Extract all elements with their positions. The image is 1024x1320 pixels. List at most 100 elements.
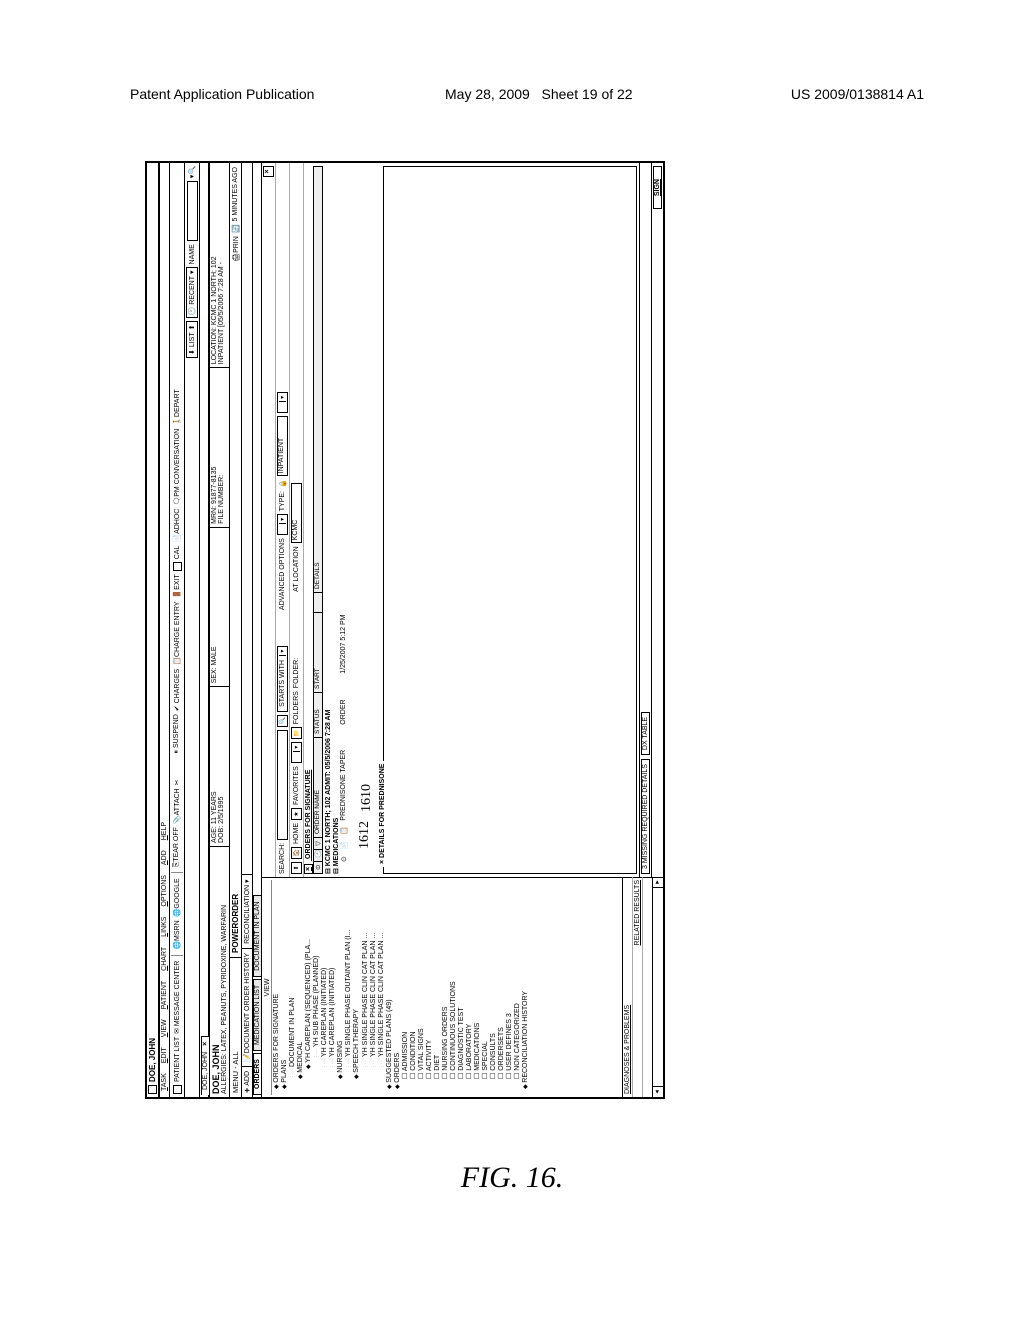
calc-icon[interactable] bbox=[173, 562, 182, 571]
adhoc-btn[interactable]: 📄ADHOC bbox=[173, 509, 181, 543]
depart-btn[interactable]: 🚶DEPART bbox=[173, 389, 181, 425]
attach-btn[interactable]: 📎ATTACH bbox=[173, 788, 181, 824]
adv-dropdown[interactable]: ▾ bbox=[277, 514, 288, 535]
patient-tab[interactable]: DOE, JOHN × bbox=[201, 1036, 209, 1095]
favorites-button[interactable]: ★ bbox=[291, 808, 302, 820]
tree-node[interactable]: ACTIVITY bbox=[426, 880, 434, 1095]
type-value[interactable]: INPATIENT bbox=[277, 416, 288, 476]
list-btn[interactable]: ⬇LIST⬆ bbox=[186, 321, 198, 358]
tab-document-in-plan[interactable]: DOCUMENT IN PLAN bbox=[253, 895, 261, 977]
tree-node[interactable]: NURSING bbox=[337, 880, 345, 1095]
type-extra-dropdown[interactable]: ▾ bbox=[277, 392, 288, 413]
search-input[interactable] bbox=[277, 730, 288, 840]
tree-node[interactable]: RECONCILIATION HISTORY bbox=[522, 880, 530, 1095]
pmconv-btn[interactable]: 🗨PM CONVERSATION bbox=[173, 429, 181, 506]
scissors-icon[interactable]: ✂ bbox=[173, 780, 181, 786]
close-orders-icon[interactable]: × bbox=[304, 864, 313, 874]
patient-list-label[interactable]: PATIENT LIST bbox=[174, 1037, 181, 1082]
tree-node[interactable]: LABORATORY bbox=[466, 880, 474, 1095]
tree-node[interactable]: YH CAREPLAN (INITIATED) bbox=[321, 880, 329, 1095]
tree-node[interactable]: PLANS bbox=[281, 880, 289, 1095]
tree-node[interactable]: YH SINGLE PHASE CLIN CAT PLAN ... bbox=[370, 880, 378, 1095]
tree-node[interactable]: ORDERS bbox=[394, 880, 402, 1095]
tree-node[interactable]: SPEECH THERAPY bbox=[353, 880, 361, 1095]
up-button[interactable]: ⬆ bbox=[291, 862, 302, 874]
folders-button[interactable]: 📁 bbox=[291, 727, 302, 739]
add-button[interactable]: ++ ADDADD bbox=[242, 1066, 252, 1097]
col-details[interactable]: DETAILS bbox=[314, 167, 322, 592]
diagnoses-problems-link[interactable]: DIAGNOSES & PROBLEMS bbox=[624, 1005, 631, 1094]
tree-node[interactable]: MEDICATIONS bbox=[474, 880, 482, 1095]
fav-dropdown[interactable]: ▾ bbox=[291, 742, 302, 763]
msrn-btn[interactable]: 🌐MSRN bbox=[173, 920, 181, 949]
refresh-icon[interactable]: 🔄 bbox=[232, 224, 240, 233]
charge-entry-btn[interactable]: 📋CHARGE ENTRY bbox=[173, 602, 181, 666]
menu-all-label[interactable]: MENU - ALL bbox=[230, 957, 241, 1097]
tree-node[interactable]: DIET bbox=[434, 880, 442, 1095]
dx-table-button[interactable]: DX TABLE bbox=[641, 712, 650, 755]
search-go-icon[interactable]: 🔍 bbox=[277, 715, 288, 727]
doc-order-history-button[interactable]: 📝DOCUMENT ORDER HISTORY bbox=[242, 948, 252, 1066]
tree-node[interactable]: ORDERS FOR SIGNATURE bbox=[273, 880, 281, 1095]
tree-node[interactable]: CONDITION bbox=[410, 880, 418, 1095]
related-results-link[interactable]: RELATED RESULTS bbox=[634, 880, 641, 945]
tree-node[interactable]: MEDICAL bbox=[297, 880, 305, 1095]
menu-patient[interactable]: PATIENT bbox=[161, 981, 168, 1010]
tearoff-btn[interactable]: ⎘TEAR OFF bbox=[173, 827, 181, 867]
tree-node[interactable]: DOCUMENT IN PLAN bbox=[289, 880, 297, 1095]
menu-task[interactable]: TASK bbox=[161, 1073, 168, 1091]
menu-edit[interactable]: EDIT bbox=[161, 1047, 168, 1063]
tree-node[interactable]: YH SINGLE PHASE OUTAINT PLAN (I... bbox=[345, 880, 353, 1095]
exit-btn[interactable]: 🚪EXIT bbox=[173, 574, 181, 598]
tab-medication-list[interactable]: MEDICATION LIST bbox=[253, 979, 261, 1051]
location-value[interactable]: KCMC bbox=[291, 483, 302, 543]
reconciliation-button[interactable]: RECONCILIATION ▾ bbox=[242, 874, 252, 947]
tree-node[interactable]: NON CATEGORIZED bbox=[514, 880, 522, 1095]
scroll-right-icon[interactable]: ▸ bbox=[653, 877, 663, 888]
print-icon[interactable]: 🖨PRIN bbox=[232, 236, 240, 262]
left-scrollbar[interactable]: ◂ ▸ bbox=[652, 877, 663, 1097]
col-icon3[interactable]: ▽ bbox=[314, 837, 322, 849]
name-input[interactable] bbox=[187, 181, 198, 241]
google-btn[interactable]: 🌐GOOGLE bbox=[173, 878, 181, 917]
col-start[interactable]: START bbox=[314, 612, 322, 692]
tree-node[interactable]: NURSING ORDERS bbox=[442, 880, 450, 1095]
name-go-btn[interactable]: ▾🔍 bbox=[188, 166, 196, 178]
menu-chart[interactable]: CHART bbox=[161, 947, 168, 971]
menu-help[interactable]: HELP bbox=[161, 822, 168, 840]
tree-node[interactable]: YH SINGLE PHASE CLIN CAT PLAN ... bbox=[378, 880, 386, 1095]
order-row[interactable]: ⊙📄📋 PREDNISONE TAPER ORDER 1/25/2007 5:1… bbox=[340, 166, 348, 874]
tree-node[interactable]: ADMISSION bbox=[402, 880, 410, 1095]
tab-orders[interactable]: ORDERS bbox=[253, 1053, 261, 1095]
col-status[interactable]: STATUS bbox=[314, 692, 322, 737]
patient-list-icon[interactable] bbox=[173, 1085, 182, 1094]
tree-node[interactable]: CONTINUOUS SOLUTIONS bbox=[450, 880, 458, 1095]
home-button[interactable]: 🏠 bbox=[291, 847, 302, 859]
close-tab-icon[interactable]: × bbox=[202, 1042, 209, 1046]
tree-node[interactable]: YH CAREPLAN (INITIATED) bbox=[329, 880, 337, 1095]
tree-node[interactable]: DIAGNOSTIC TEST bbox=[458, 880, 466, 1095]
col-icon1[interactable]: ⊙ bbox=[314, 861, 322, 873]
tree-node[interactable]: YH SUB PHASE (PLANNED) bbox=[313, 880, 321, 1095]
menu-add[interactable]: ADD bbox=[161, 850, 168, 865]
cal-btn[interactable]: CAL bbox=[174, 546, 181, 560]
menu-view[interactable]: VIEW bbox=[161, 1019, 168, 1037]
starts-with-dropdown[interactable]: STARTS WITH▾ bbox=[277, 646, 288, 712]
missing-details-button[interactable]: 3 MISSING REQUIRED DETAILS bbox=[641, 759, 650, 874]
recent-btn[interactable]: 🕐RECENT▾ bbox=[186, 267, 198, 318]
tree-node[interactable]: SUGGESTED PLANS (49) bbox=[386, 880, 394, 1095]
col-order-name[interactable]: ORDER NAME bbox=[314, 737, 322, 837]
col-icon2[interactable]: 🕐 bbox=[314, 849, 322, 861]
panel-close-icon[interactable]: × bbox=[263, 166, 274, 177]
message-center-label[interactable]: ✉ MESSAGE CENTER bbox=[173, 961, 181, 1034]
menu-links[interactable]: LINKS bbox=[161, 917, 168, 937]
charges-btn[interactable]: ✔ CHARGES bbox=[173, 669, 181, 711]
tree-node[interactable]: VITAL SIGNS bbox=[418, 880, 426, 1095]
tree-node[interactable]: YH CAREPLAN (SEQUENCED) (PLA... bbox=[305, 880, 313, 1095]
scroll-left-icon[interactable]: ◂ bbox=[653, 1086, 663, 1097]
tree-node[interactable]: YH SINGLE PHASE CLIN CAT PLAN ... bbox=[362, 880, 370, 1095]
menu-options[interactable]: OPTIONS bbox=[161, 875, 168, 907]
suspend-btn[interactable]: ⏸ SUSPEND bbox=[173, 714, 181, 753]
sign-button[interactable]: SIGN bbox=[653, 166, 662, 209]
advanced-options-label[interactable]: ADVANCED OPTIONS bbox=[279, 538, 286, 610]
